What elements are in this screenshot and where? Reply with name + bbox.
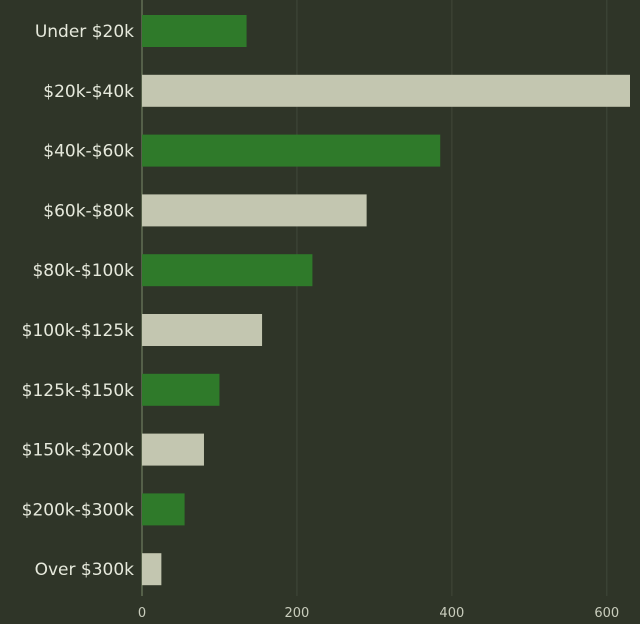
category-label: Over $300k — [35, 560, 135, 580]
x-axis-ticks: 0 200 400 600 — [138, 606, 619, 621]
bar — [142, 74, 630, 107]
category-label: $100k-$125k — [22, 321, 135, 341]
bar — [142, 254, 313, 287]
bar — [142, 194, 367, 227]
x-tick-label: 0 — [138, 606, 146, 621]
x-tick-label: 400 — [439, 606, 464, 621]
bar — [142, 134, 441, 167]
category-labels: Under $20k $20k-$40k $40k-$60k $60k-$80k $80… — [22, 22, 135, 580]
category-label: $20k-$40k — [43, 82, 134, 102]
bar — [142, 553, 162, 586]
bar — [142, 433, 204, 466]
x-tick-label: 600 — [594, 606, 619, 621]
bar — [142, 314, 263, 346]
bar — [142, 373, 220, 406]
category-label: $125k-$150k — [22, 381, 135, 401]
category-label: $200k-$300k — [22, 500, 135, 520]
category-label: $150k-$200k — [22, 441, 135, 461]
category-label: $80k-$100k — [32, 261, 134, 281]
category-label: $40k-$60k — [43, 142, 134, 162]
category-label: Under $20k — [35, 22, 134, 42]
category-label: $60k-$80k — [43, 201, 134, 221]
x-tick-label: 200 — [285, 606, 310, 621]
bar — [142, 493, 185, 526]
bars-layer — [142, 15, 630, 586]
bar — [142, 15, 247, 47]
